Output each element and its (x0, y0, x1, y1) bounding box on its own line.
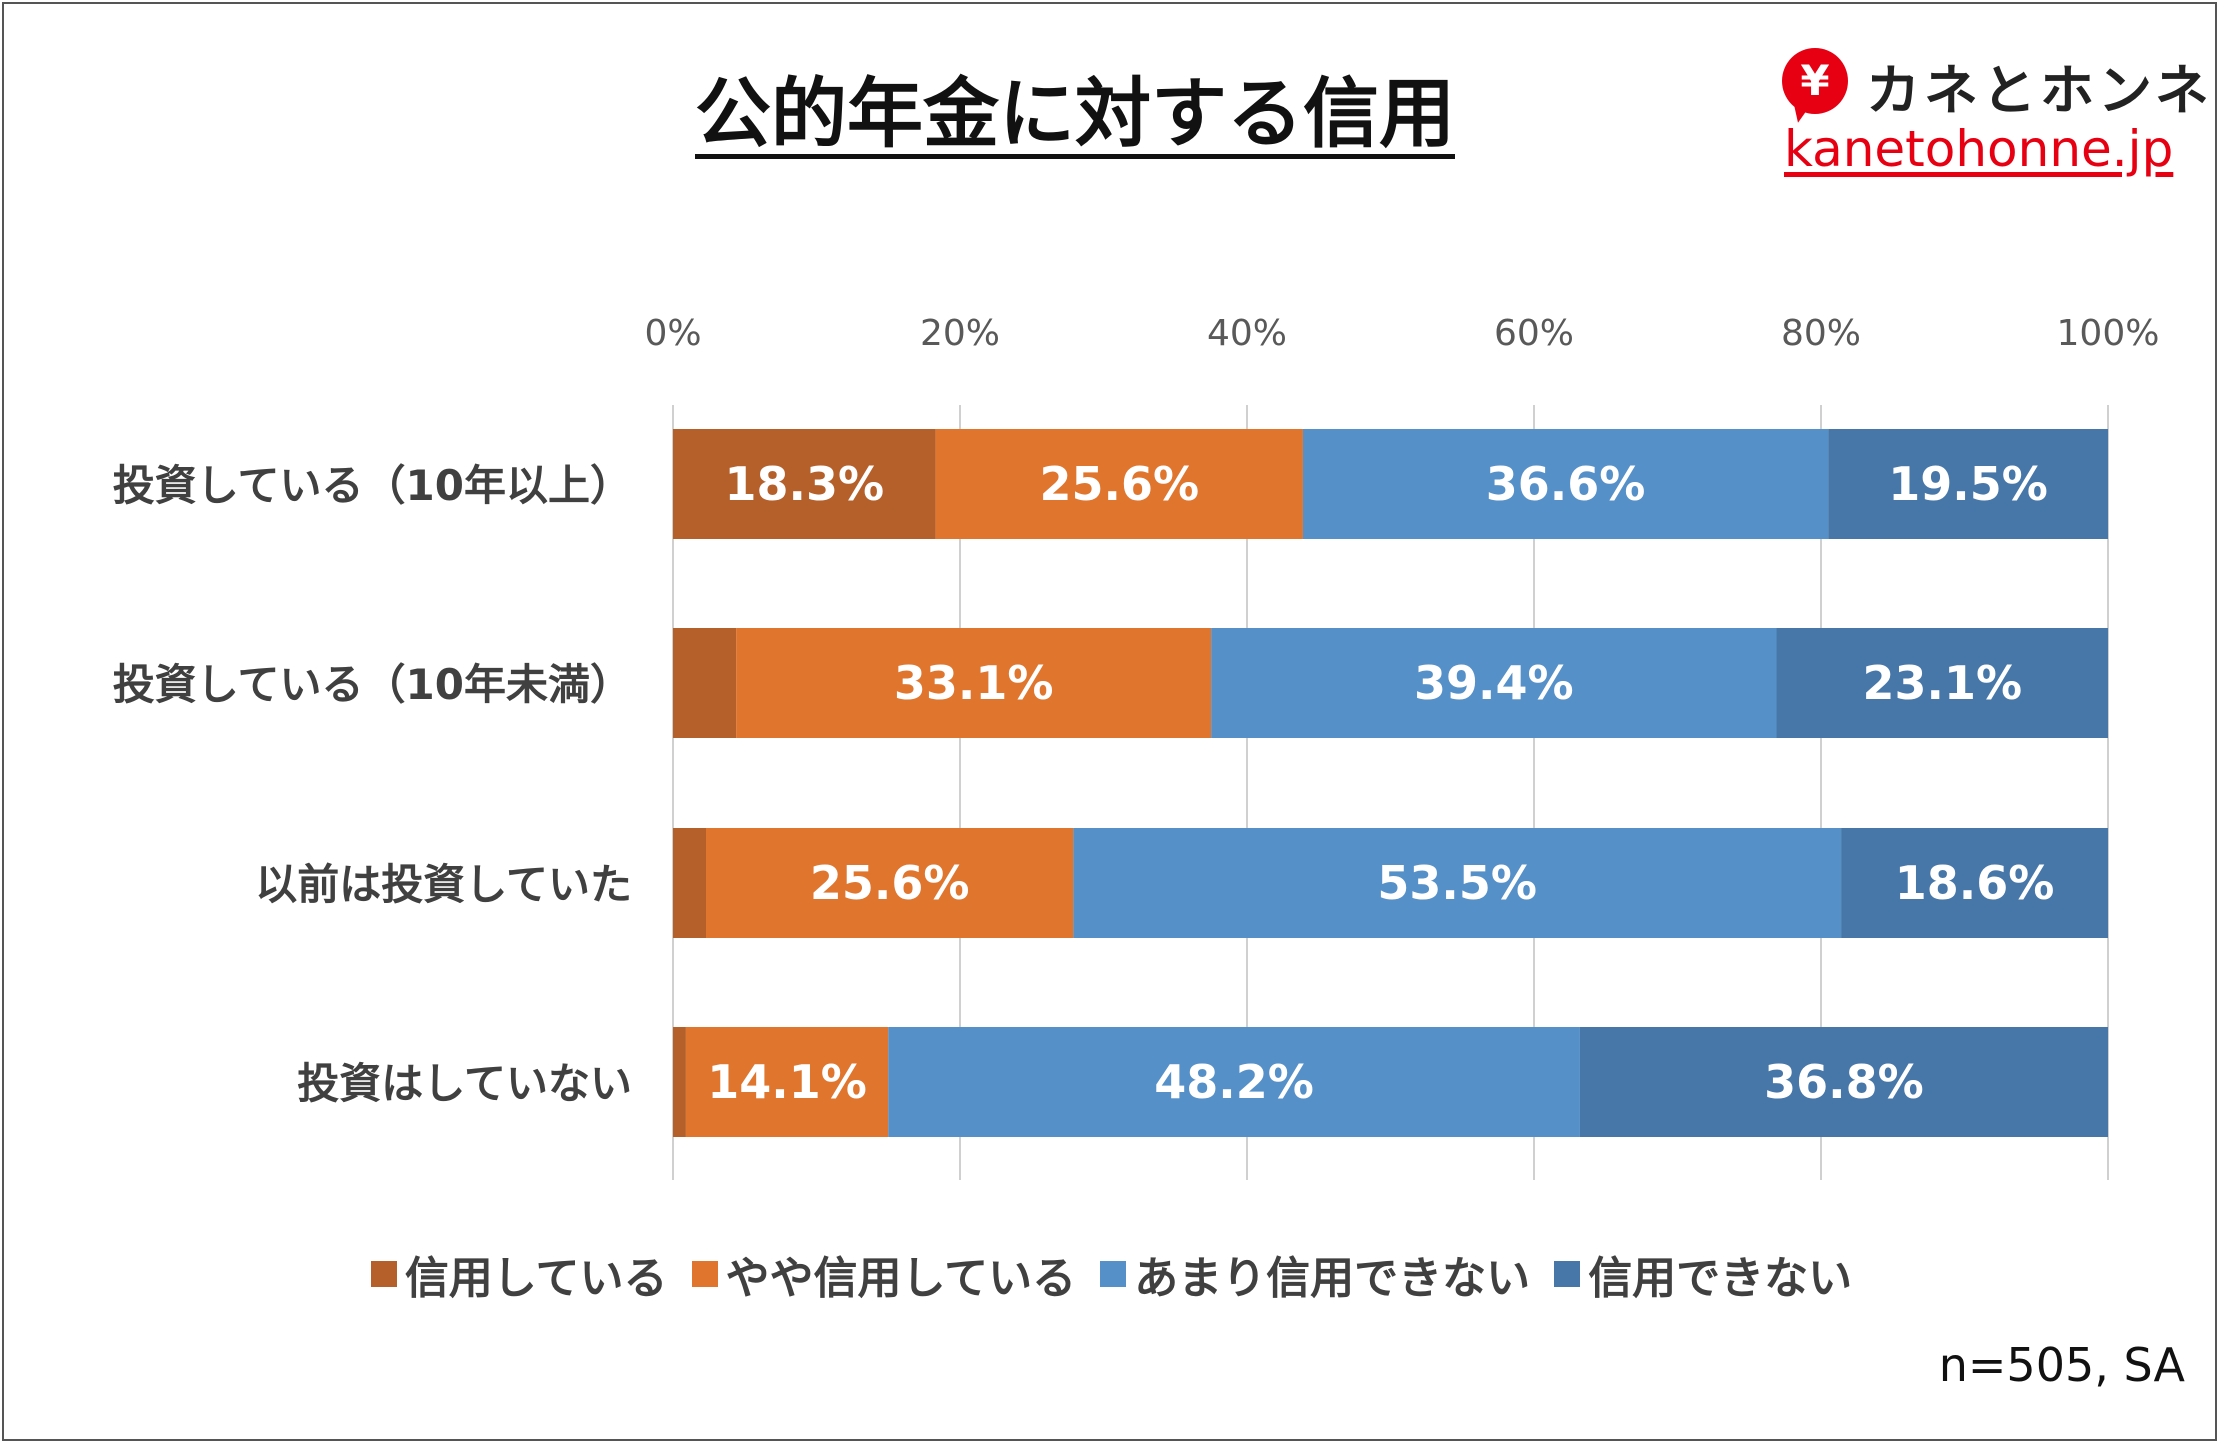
chart-title: 公的年金に対する信用 (695, 69, 1455, 158)
bar-segment (888, 1027, 1580, 1137)
legend-item-no-trust: 信用できない (1554, 1242, 1852, 1306)
brand-logo[interactable]: ¥ カネとホンネ kanetohonne.jp (1782, 44, 2209, 184)
chart-legend: 信用している やや信用している あまり信用できない 信用できない (0, 1242, 2223, 1306)
legend-label-trust: 信用している (404, 1253, 668, 1304)
bar-segment (673, 429, 936, 539)
bar-segment (935, 429, 1303, 539)
legend-swatch-not-much-trust (1100, 1261, 1127, 1287)
legend-item-trust: 信用している (370, 1242, 668, 1306)
legend-item-somewhat-trust: やや信用している (691, 1242, 1077, 1306)
bar-segment (1841, 828, 2108, 938)
data-label: 19.5% (1888, 457, 2048, 511)
legend-label-somewhat-trust: やや信用している (725, 1253, 1077, 1304)
x-tick-label: 40% (1207, 313, 1287, 354)
data-label: 25.6% (810, 856, 970, 910)
bar-segment (706, 828, 1074, 938)
bar-segment (1776, 628, 2108, 738)
bar-segment (1302, 429, 1829, 539)
bar-segment (1211, 628, 1777, 738)
sample-size-note: n=505, SA (1938, 1338, 2185, 1392)
bar-segment (736, 628, 1212, 738)
data-label: 23.1% (1862, 656, 2022, 710)
yen-icon: ¥ (1782, 48, 1848, 114)
data-label: 33.1% (894, 656, 1054, 710)
legend-swatch-somewhat-trust (691, 1261, 718, 1287)
x-tick-label: 100% (2057, 313, 2160, 354)
x-tick-label: 20% (920, 313, 1000, 354)
legend-swatch-no-trust (1554, 1261, 1581, 1287)
x-tick-label: 80% (1781, 313, 1861, 354)
brand-name: カネとホンネ (1866, 59, 2213, 122)
data-label: 53.5% (1377, 856, 1537, 910)
bar-segment (1073, 828, 1842, 938)
legend-swatch-trust (370, 1261, 397, 1287)
bar-segment (685, 1027, 889, 1137)
category-label: 投資している（10年以上） (113, 461, 632, 510)
category-label: 投資している（10年未満） (113, 660, 632, 709)
bar-segment (673, 628, 737, 738)
legend-label-no-trust: 信用できない (1588, 1253, 1853, 1304)
data-label: 48.2% (1154, 1055, 1314, 1109)
x-tick-label: 60% (1494, 313, 1574, 354)
brand-url-link[interactable]: kanetohonne.jp (1784, 120, 2174, 178)
bar-segment (1579, 1027, 2108, 1137)
data-label: 18.6% (1895, 856, 2055, 910)
data-label: 18.3% (725, 457, 885, 511)
x-tick-label: 0% (644, 313, 701, 354)
data-label: 25.6% (1039, 457, 1199, 511)
category-label: 以前は投資していた (255, 860, 632, 909)
bar-segment (1828, 429, 2108, 539)
data-label: 36.6% (1486, 457, 1646, 511)
category-label: 投資はしていない (297, 1059, 632, 1108)
legend-item-not-much-trust: あまり信用できない (1100, 1242, 1530, 1306)
legend-label-not-much-trust: あまり信用できない (1134, 1253, 1531, 1304)
data-label: 39.4% (1414, 656, 1574, 710)
bar-segment (673, 1027, 686, 1137)
bar-segment (673, 828, 707, 938)
data-label: 36.8% (1764, 1055, 1924, 1109)
data-label: 14.1% (707, 1055, 867, 1109)
